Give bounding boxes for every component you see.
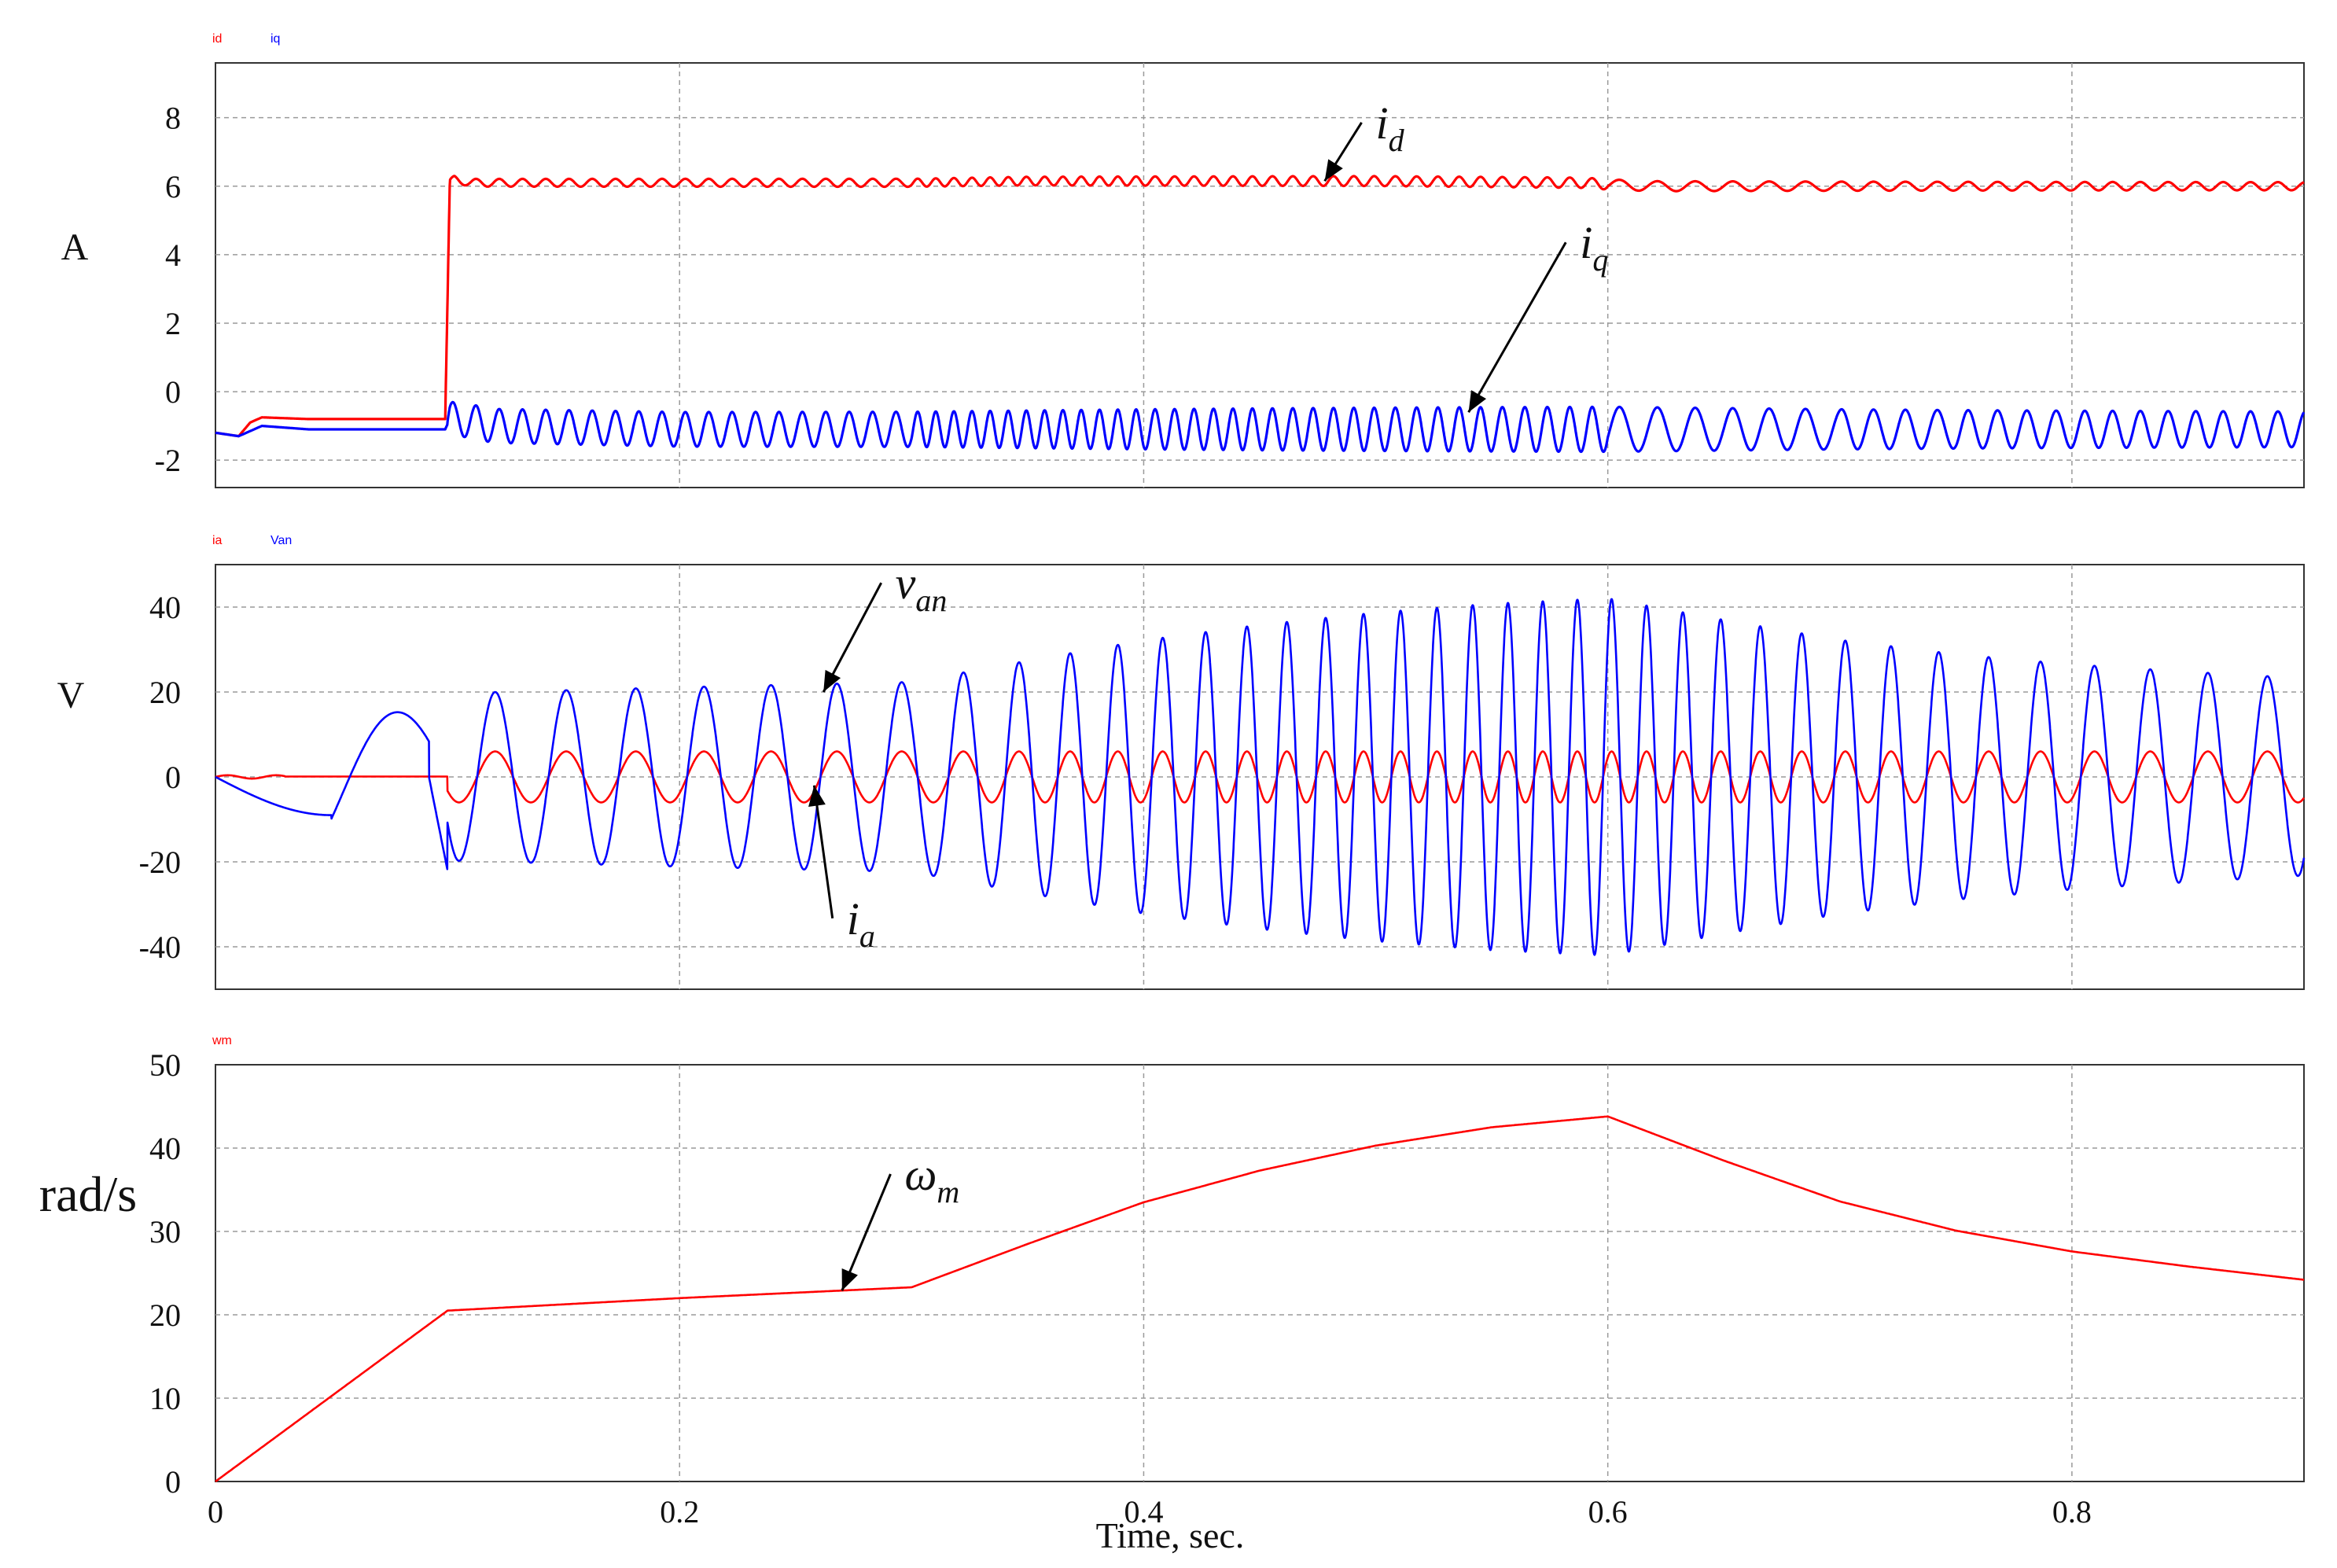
annotation-arrow-line-1 — [1467, 241, 1567, 413]
annotation-arrow-line-0 — [822, 582, 883, 693]
y-tick-label-5: 0 — [165, 1464, 181, 1500]
y-tick-label-3: -20 — [139, 845, 181, 880]
annotation-arrowhead-1 — [1468, 390, 1487, 413]
series-line-ia — [215, 750, 2306, 804]
x-tick-label-1: 0.2 — [660, 1494, 699, 1529]
annotation-arrowhead-0 — [1324, 159, 1343, 182]
legend-label-0: ia — [212, 534, 223, 547]
series-line-van — [215, 598, 2306, 956]
y-tick-label-0: 50 — [149, 1047, 181, 1083]
annotation-arrow-line-1 — [812, 785, 834, 919]
annotation-arrow-line-0 — [841, 1173, 892, 1291]
y-tick-label-3: 20 — [149, 1297, 181, 1333]
y-tick-label-4: -40 — [139, 929, 181, 965]
y-axis-label: A — [61, 226, 89, 268]
y-tick-label-1: 6 — [165, 169, 181, 204]
y-axis-label: V — [57, 675, 85, 716]
y-tick-label-5: -2 — [155, 443, 181, 478]
y-tick-label-1: 20 — [149, 675, 181, 710]
annotation-label-ωm: ωm — [904, 1149, 959, 1209]
legend-label-1: iq — [271, 32, 280, 46]
plot-frame — [215, 62, 2305, 488]
annotation-arrowhead-0 — [823, 669, 841, 692]
legend-label-0: id — [212, 32, 222, 46]
panel-speed: 50 40 30 20 10 00 0.2 0.4 0.6 0.8 rad/s wm ωm — [39, 1034, 2305, 1529]
legend-label-0: wm — [212, 1034, 232, 1047]
legend-label-1: Van — [271, 534, 292, 547]
annotation-arrowhead-0 — [841, 1268, 858, 1291]
x-tick-label-3: 0.6 — [1588, 1494, 1628, 1529]
y-tick-label-2: 0 — [165, 760, 181, 795]
y-tick-label-2: 4 — [165, 237, 181, 273]
x-tick-label-0: 0 — [208, 1494, 223, 1529]
series-line-iq — [214, 400, 2306, 454]
y-tick-label-0: 8 — [165, 101, 181, 136]
annotation-arrowhead-1 — [808, 785, 826, 808]
y-tick-label-0: 40 — [149, 590, 181, 625]
y-tick-label-4: 0 — [165, 374, 181, 410]
y-tick-label-4: 10 — [149, 1381, 181, 1416]
series-line-wm — [215, 1115, 2305, 1483]
y-tick-label-2: 30 — [149, 1214, 181, 1250]
x-tick-label-2: 0.4 — [1124, 1494, 1163, 1529]
x-tick-label-4: 0.8 — [2052, 1494, 2092, 1529]
plot-frame — [215, 1064, 2305, 1482]
y-tick-label-3: 2 — [165, 306, 181, 341]
series-line-id — [214, 175, 2306, 438]
x-axis-label: Time, sec. — [1096, 1515, 1245, 1555]
y-tick-label-1: 40 — [149, 1131, 181, 1166]
annotation-label-ia: ia — [847, 893, 875, 954]
y-axis-label: rad/s — [39, 1166, 137, 1222]
